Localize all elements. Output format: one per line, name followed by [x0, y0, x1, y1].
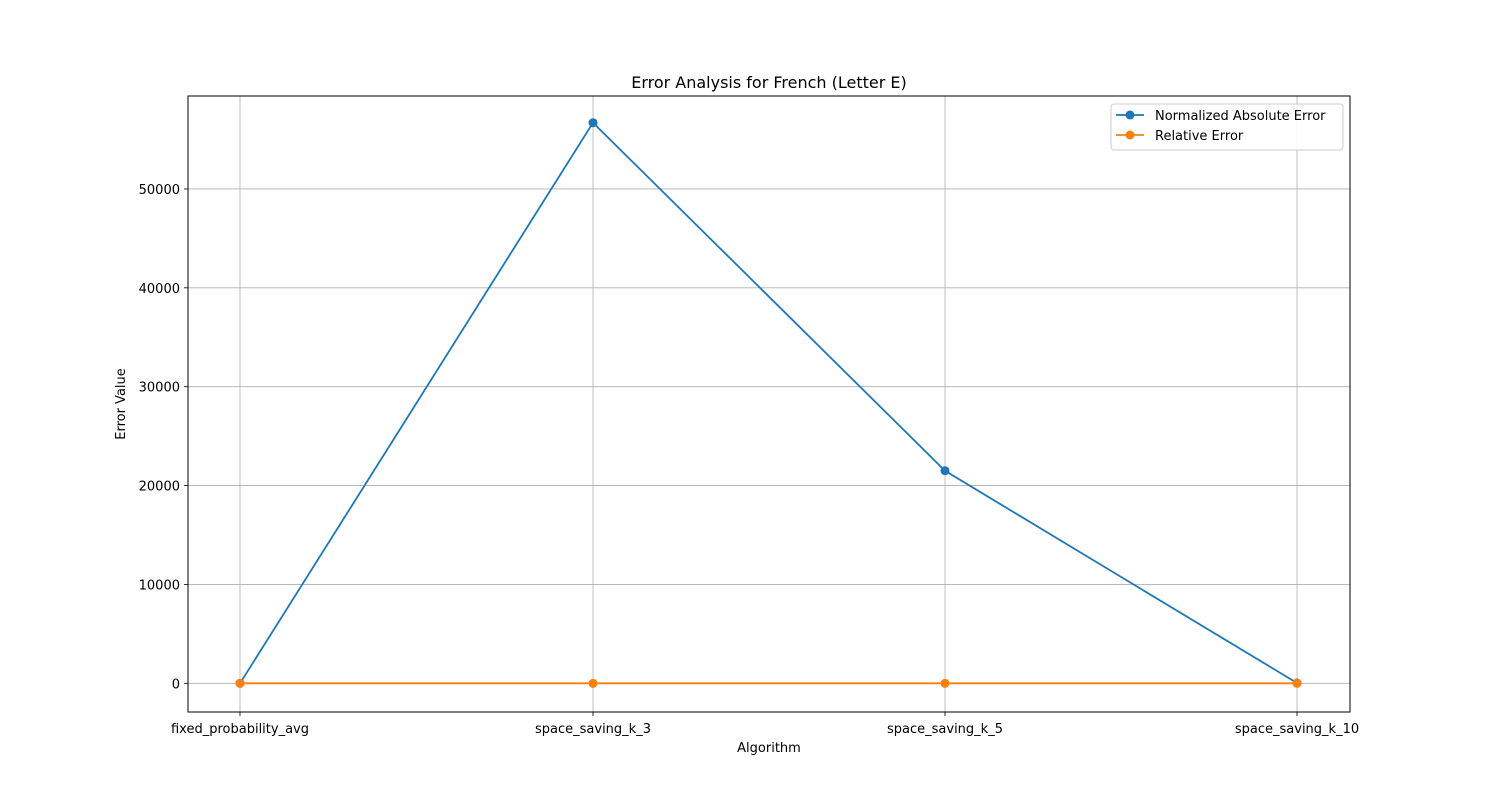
y-axis-title: Error Value	[114, 368, 129, 440]
legend-swatch-marker	[1125, 130, 1135, 140]
x-tick-label: space_saving_k_3	[535, 722, 651, 737]
data-point	[588, 118, 598, 128]
plot-frame	[187, 95, 1351, 713]
data-point	[940, 678, 950, 688]
data-point	[940, 466, 950, 476]
x-tick-label: fixed_probability_avg	[171, 722, 309, 737]
x-tick-label: space_saving_k_5	[887, 722, 1003, 737]
legend-label: Relative Error	[1155, 129, 1244, 144]
tick-layer: fixed_probability_avg space_saving_k_3 spa…	[139, 183, 1359, 737]
legend-label: Normalized Absolute Error	[1155, 109, 1326, 124]
legend-swatch-marker	[1125, 110, 1135, 120]
y-tick-label: 10000	[139, 578, 180, 593]
y-tick-label: 50000	[139, 183, 180, 198]
data-point	[1292, 678, 1302, 688]
y-tick-label: 20000	[139, 480, 180, 495]
chart-title: Error Analysis for French (Letter E)	[631, 73, 907, 92]
y-tick-label: 30000	[139, 381, 180, 396]
data-point	[235, 678, 245, 688]
y-tick-label: 0	[172, 677, 180, 692]
legend: Normalized Absolute Error Relative Error	[1110, 103, 1344, 151]
series-line	[239, 121, 1298, 684]
y-tick-label: 40000	[139, 282, 180, 297]
grid-layer	[188, 96, 1350, 712]
data-point	[588, 678, 598, 688]
x-axis-title: Algorithm	[737, 741, 801, 756]
series-layer	[235, 118, 1302, 688]
legend-box	[1110, 103, 1344, 151]
x-tick-label: space_saving_k_10	[1235, 722, 1359, 737]
